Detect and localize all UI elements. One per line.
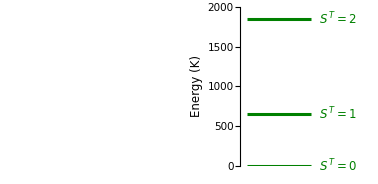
Y-axis label: Energy (K): Energy (K): [191, 56, 203, 117]
Text: $\mathit{S}^{\,T}$$\mathit{ = }$$\mathit{1}$: $\mathit{S}^{\,T}$$\mathit{ = }$$\mathit…: [319, 106, 357, 123]
Text: $\mathit{S}^{\,T}$$\mathit{ = }$$\mathit{2}$: $\mathit{S}^{\,T}$$\mathit{ = }$$\mathit…: [319, 11, 357, 28]
Text: $\mathit{S}^{\,T}$$\mathit{ = }$$\mathit{0}$: $\mathit{S}^{\,T}$$\mathit{ = }$$\mathit…: [319, 157, 357, 174]
